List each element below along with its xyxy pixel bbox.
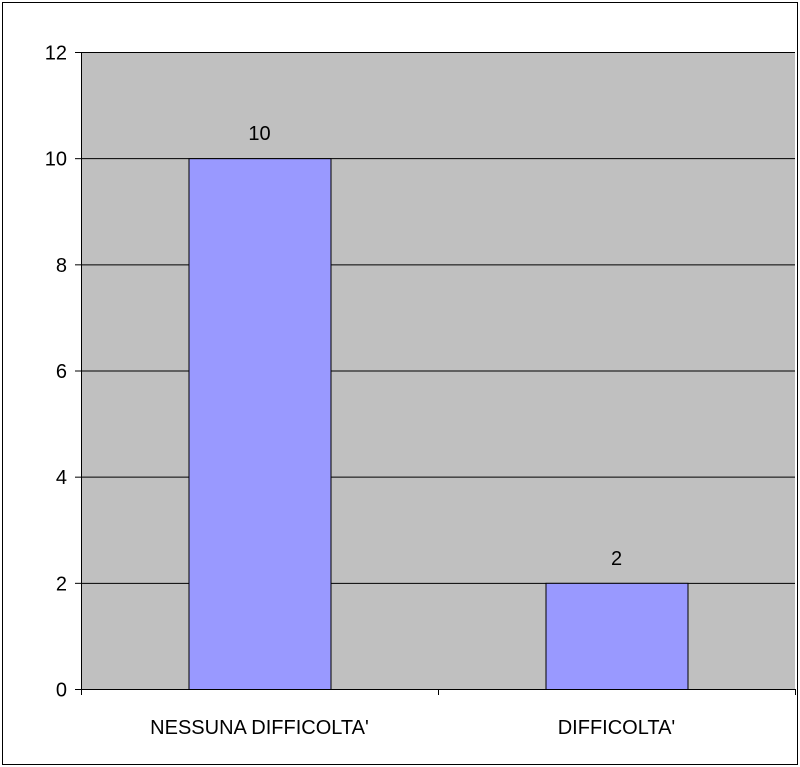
y-tick-labels: 0 2 4 6 8 10 12 bbox=[45, 43, 67, 702]
bar bbox=[545, 582, 689, 690]
y-tick-label: 10 bbox=[45, 149, 67, 171]
y-tick-label: 4 bbox=[56, 467, 67, 489]
y-tick-label: 2 bbox=[56, 573, 67, 595]
y-tick-label: 8 bbox=[56, 255, 67, 277]
data-labels: 10 2 bbox=[248, 123, 622, 570]
data-label: 2 bbox=[611, 548, 622, 570]
y-tick-label: 12 bbox=[45, 43, 67, 65]
category-labels: NESSUNA DIFFICOLTA' DIFFICOLTA' bbox=[150, 717, 675, 739]
bar bbox=[188, 158, 332, 690]
y-tick-label: 0 bbox=[56, 680, 67, 702]
data-label: 10 bbox=[248, 123, 270, 145]
bar-chart: 0 2 4 6 8 10 12 10 2 NESSUNA DIFFICOLTA' DIFFICO… bbox=[45, 43, 796, 739]
bars bbox=[188, 158, 689, 690]
axes bbox=[75, 52, 796, 695]
category-label: NESSUNA DIFFICOLTA' bbox=[150, 717, 369, 739]
category-label: DIFFICOLTA' bbox=[558, 717, 676, 739]
y-tick-label: 6 bbox=[56, 361, 67, 383]
